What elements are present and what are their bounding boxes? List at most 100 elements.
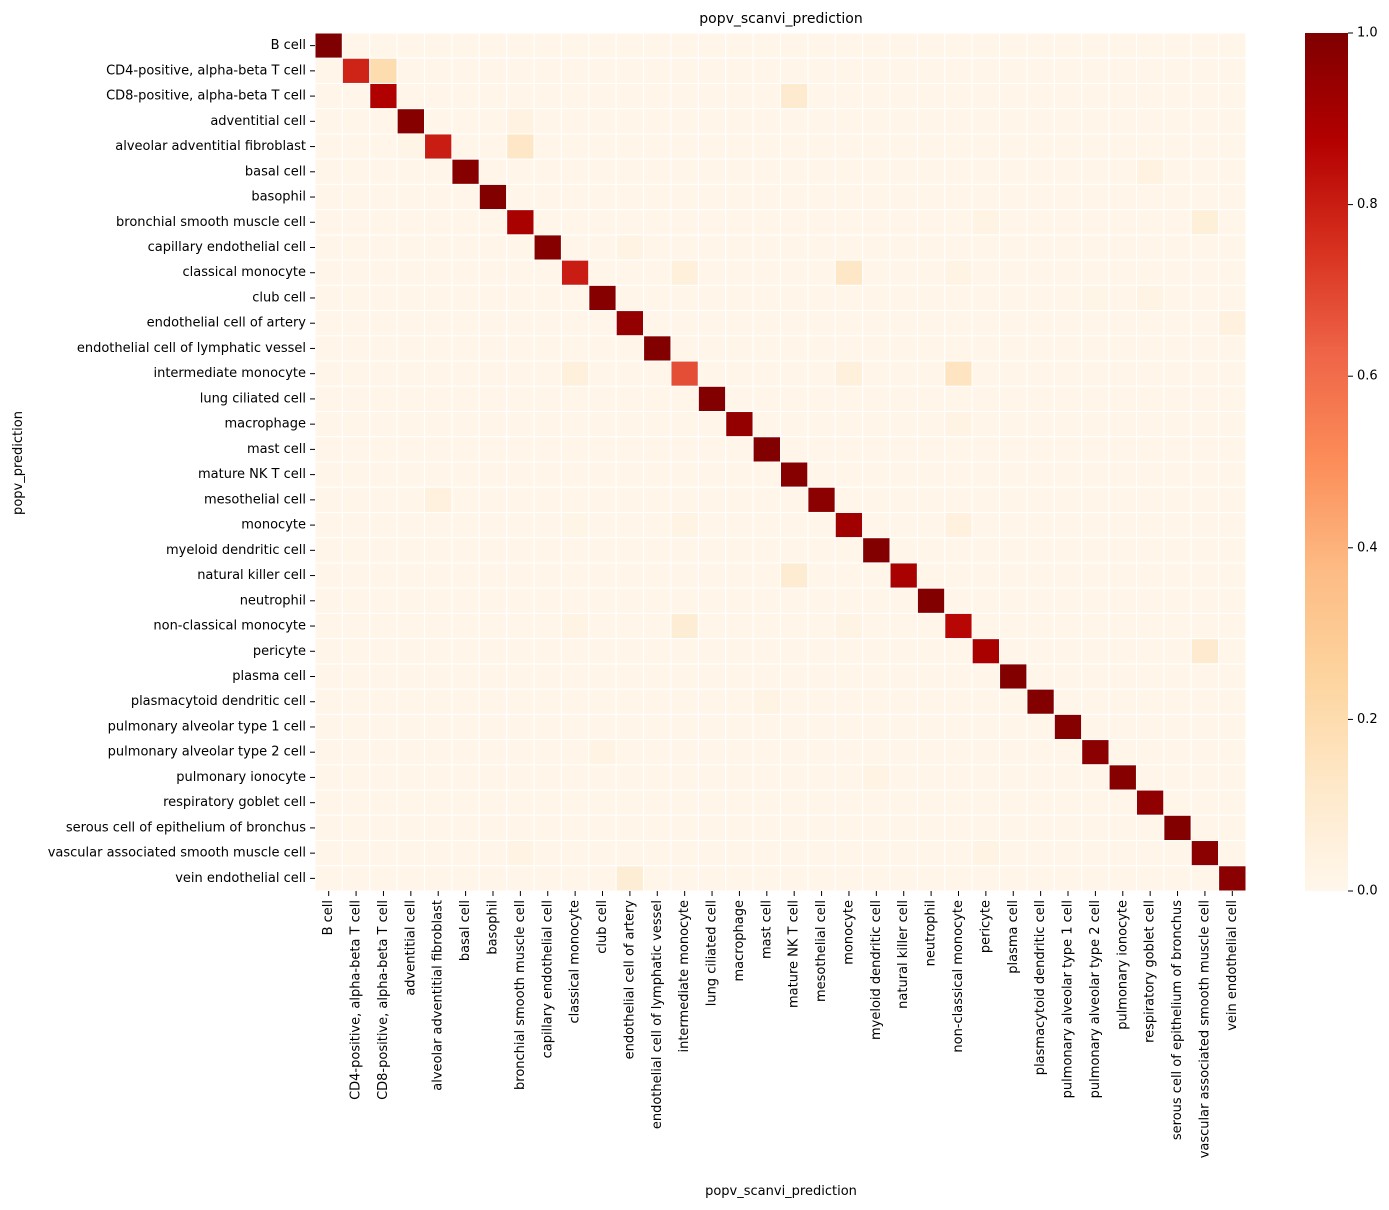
heatmap-cell	[341, 209, 371, 236]
heatmap-cell	[725, 612, 754, 640]
heatmap-cell	[1053, 638, 1083, 665]
heatmap-cell	[807, 638, 836, 665]
heatmap-cell	[971, 259, 1001, 286]
y-tick-label: natural killer cell	[197, 568, 306, 583]
heatmap-cell	[697, 133, 727, 160]
heatmap-cell	[1190, 32, 1220, 59]
heatmap-cell	[396, 360, 426, 387]
heatmap-cell	[1163, 183, 1192, 211]
heatmap-cell	[752, 688, 782, 715]
heatmap-cell	[1190, 612, 1220, 640]
heatmap-cell	[560, 511, 590, 539]
y-tick-label: CD4-positive, alpha-beta T cell	[106, 63, 306, 78]
heatmap-cell	[341, 764, 371, 791]
heatmap-cell	[697, 234, 727, 261]
heatmap-cell	[1081, 537, 1110, 564]
heatmap-cell	[752, 713, 782, 741]
heatmap-cell	[697, 436, 727, 463]
heatmap-cell	[807, 234, 836, 261]
heatmap-cell	[780, 436, 809, 463]
heatmap-cell	[1163, 284, 1192, 312]
heatmap-cell	[533, 814, 562, 842]
heatmap-cell	[533, 587, 562, 614]
heatmap-cell	[670, 209, 699, 236]
heatmap-cell	[999, 511, 1028, 539]
heatmap-cell	[533, 688, 562, 715]
heatmap-cell	[807, 739, 836, 766]
heatmap-cell	[834, 739, 864, 766]
heatmap-cell	[396, 108, 426, 135]
heatmap-cell	[451, 713, 480, 741]
heatmap-cell	[560, 562, 590, 589]
heatmap-cell	[670, 537, 699, 564]
heatmap-cell	[478, 158, 508, 185]
heatmap-cell	[670, 32, 699, 59]
heatmap-cell	[533, 461, 562, 488]
heatmap-cell	[971, 511, 1001, 539]
heatmap-cell	[834, 511, 864, 539]
heatmap-cell	[1081, 840, 1110, 867]
heatmap-cell	[862, 310, 891, 337]
heatmap-cell	[478, 32, 508, 59]
heatmap-cell	[560, 638, 590, 665]
heatmap-cell	[396, 209, 426, 236]
heatmap-cell	[341, 840, 371, 867]
heatmap-cell	[916, 587, 946, 614]
heatmap-cell	[807, 688, 836, 715]
heatmap-cell	[999, 158, 1028, 185]
x-tick-label: plasmacytoid dendritic cell	[1033, 900, 1048, 1075]
heatmap-cell	[478, 82, 508, 110]
heatmap-cell	[424, 612, 453, 640]
heatmap-cell	[807, 587, 836, 614]
heatmap-cell	[369, 32, 398, 59]
heatmap-cell	[588, 209, 617, 236]
heatmap-cell	[560, 183, 590, 211]
heatmap-cell	[999, 612, 1028, 640]
heatmap-cell	[1026, 32, 1055, 59]
heatmap-cell	[1218, 865, 1247, 892]
heatmap-cell	[369, 865, 398, 892]
heatmap-cell	[1190, 335, 1220, 362]
heatmap-cell	[478, 562, 508, 589]
heatmap-cell	[314, 436, 343, 463]
heatmap-cell	[478, 688, 508, 715]
heatmap-cell	[533, 183, 562, 211]
heatmap-cell	[916, 840, 946, 867]
heatmap-cell	[560, 234, 590, 261]
heatmap-cell	[725, 133, 754, 160]
heatmap-cell	[478, 486, 508, 513]
heatmap-cell	[1026, 814, 1055, 842]
heatmap-cell	[314, 57, 343, 84]
heatmap-cell	[834, 461, 864, 488]
heatmap-cell	[999, 486, 1028, 513]
heatmap-cell	[369, 587, 398, 614]
heatmap-cell	[916, 739, 946, 766]
heatmap-cell	[369, 360, 398, 387]
heatmap-cell	[424, 335, 453, 362]
heatmap-cell	[697, 865, 727, 892]
heatmap-cell	[1190, 764, 1220, 791]
heatmap-cell	[396, 814, 426, 842]
heatmap-cell	[1053, 209, 1083, 236]
heatmap-cell	[560, 310, 590, 337]
heatmap-cell	[588, 587, 617, 614]
heatmap-cell	[506, 789, 535, 816]
heatmap-cell	[588, 814, 617, 842]
heatmap-cell	[588, 57, 617, 84]
heatmap-cell	[1218, 158, 1247, 185]
heatmap-cell	[697, 587, 727, 614]
heatmap-cell	[780, 688, 809, 715]
heatmap-cell	[396, 688, 426, 715]
heatmap-cell	[780, 209, 809, 236]
heatmap-cell	[971, 486, 1001, 513]
heatmap-cell	[807, 32, 836, 59]
heatmap-cell	[1053, 486, 1083, 513]
heatmap-cell	[916, 663, 946, 690]
heatmap-cell	[1190, 562, 1220, 589]
heatmap-cell	[916, 234, 946, 261]
heatmap-cell	[1218, 411, 1247, 438]
heatmap-cell	[780, 284, 809, 312]
heatmap-cell	[643, 688, 672, 715]
heatmap-cell	[314, 486, 343, 513]
heatmap-cell	[1190, 82, 1220, 110]
